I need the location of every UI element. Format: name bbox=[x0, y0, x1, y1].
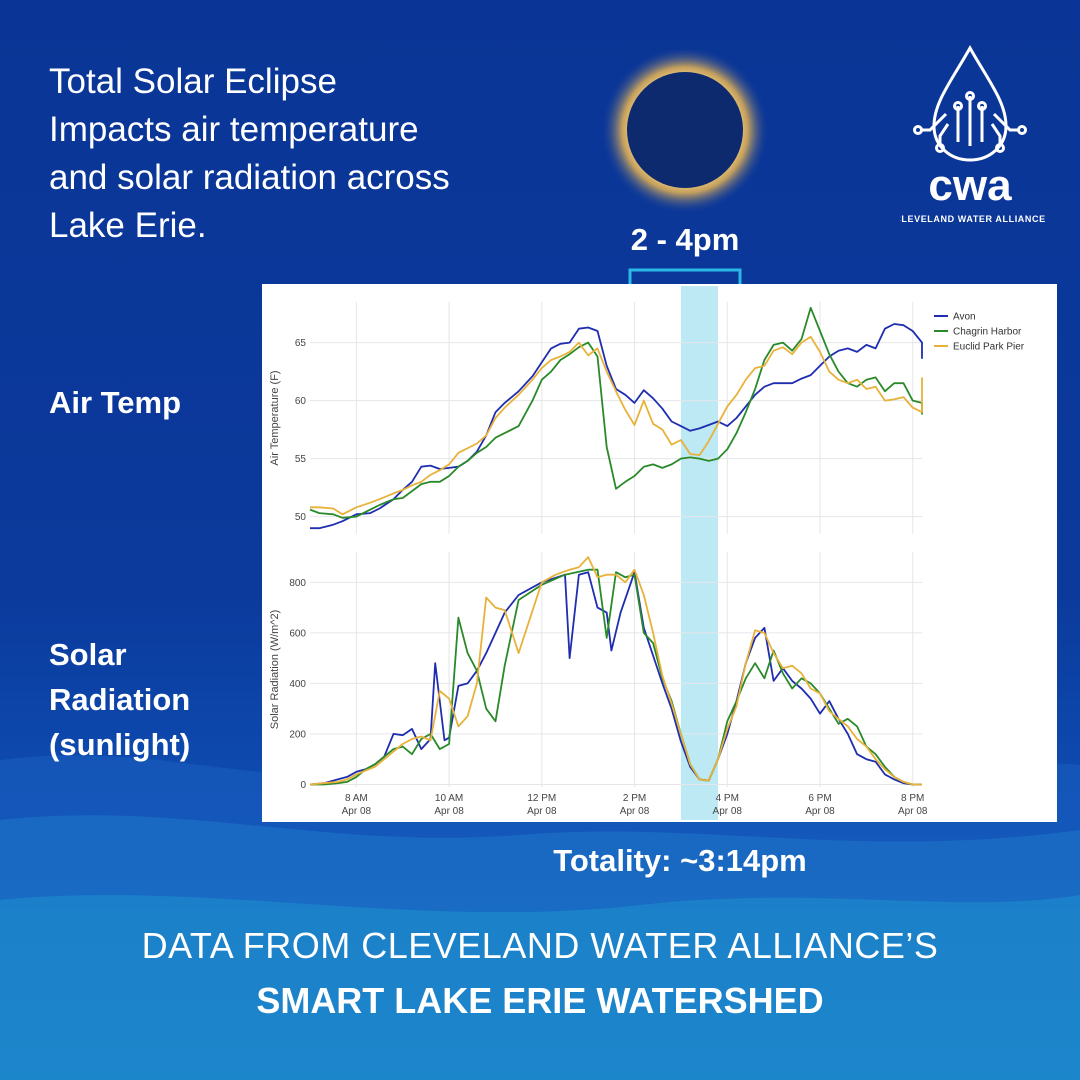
series-line-avon bbox=[310, 323, 923, 530]
x-tick-date: Apr 08 bbox=[342, 806, 372, 817]
cwa-logo: cwa CLEVELAND WATER ALLIANCE bbox=[900, 44, 1046, 224]
eclipse-icon bbox=[601, 50, 769, 214]
x-tick-label: 8 AM bbox=[345, 793, 368, 804]
y-axis-label: Air Temperature (F) bbox=[269, 370, 281, 465]
x-tick-date: Apr 08 bbox=[434, 806, 464, 817]
air-temp-label: Air Temp bbox=[49, 385, 182, 420]
series-line-chagrin-harbor bbox=[309, 306, 923, 519]
headline-line-3: and solar radiation across bbox=[49, 158, 450, 197]
chart-panel: 50 55 60 65 Air Temperature (F) 8 AM Apr 08 10 … bbox=[262, 284, 1057, 822]
series-line-euclid-park-pier bbox=[310, 335, 923, 516]
series-line-euclid-park-pier bbox=[309, 556, 922, 786]
series-line-chagrin-harbor bbox=[310, 568, 922, 786]
x-tick-date: Apr 08 bbox=[527, 806, 557, 817]
logo-tagline: CLEVELAND WATER ALLIANCE bbox=[900, 214, 1046, 224]
headline-line-2: Impacts air temperature bbox=[49, 110, 419, 149]
y-tick-label: 60 bbox=[295, 396, 307, 407]
legend-entry: Euclid Park Pier bbox=[953, 342, 1025, 353]
time-range-bracket bbox=[628, 268, 742, 296]
y-tick-label: 65 bbox=[295, 338, 307, 349]
chart-svg: 50 55 60 65 Air Temperature (F) 8 AM Apr 08 10 … bbox=[269, 286, 1025, 820]
time-range-label: 2 - 4pm bbox=[630, 222, 740, 257]
y-axis-label: Solar Radiation (W/m^2) bbox=[269, 610, 281, 729]
headline: Total Solar Eclipse Impacts air temperat… bbox=[49, 58, 519, 250]
x-tick-label: 4 PM bbox=[716, 793, 739, 804]
series-line-avon bbox=[309, 571, 922, 786]
headline-line-4: Lake Erie. bbox=[49, 206, 207, 245]
x-tick-date: Apr 08 bbox=[898, 806, 928, 817]
y-tick-label: 0 bbox=[300, 780, 306, 791]
legend-entry: Avon bbox=[953, 312, 976, 323]
x-tick-label: 2 PM bbox=[623, 793, 646, 804]
x-tick-date: Apr 08 bbox=[620, 806, 650, 817]
x-tick-label: 10 AM bbox=[435, 793, 463, 804]
y-tick-label: 200 bbox=[289, 729, 306, 740]
footer-line-2: SMART LAKE ERIE WATERSHED bbox=[256, 980, 824, 1021]
footer-line-1: DATA FROM CLEVELAND WATER ALLIANCE’S bbox=[141, 925, 939, 966]
y-tick-label: 600 bbox=[289, 628, 306, 639]
legend-entry: Chagrin Harbor bbox=[953, 327, 1022, 338]
x-tick-date: Apr 08 bbox=[805, 806, 835, 817]
y-tick-label: 800 bbox=[289, 578, 306, 589]
solar-label-line-1: Solar bbox=[49, 637, 127, 672]
water-drop-icon bbox=[913, 44, 1027, 162]
logo-wordmark: cwa bbox=[928, 161, 1012, 210]
y-tick-label: 55 bbox=[295, 454, 307, 465]
solar-label-line-3: (sunlight) bbox=[49, 727, 191, 762]
headline-line-1: Total Solar Eclipse bbox=[49, 62, 337, 101]
x-tick-label: 8 PM bbox=[901, 793, 924, 804]
y-tick-label: 400 bbox=[289, 679, 306, 690]
solar-label-line-2: Radiation bbox=[49, 682, 191, 717]
y-tick-label: 50 bbox=[295, 512, 307, 523]
totality-label: Totality: ~3:14pm bbox=[553, 843, 807, 878]
x-tick-label: 12 PM bbox=[527, 793, 556, 804]
totality-highlight-band bbox=[680, 286, 718, 820]
x-tick-label: 6 PM bbox=[808, 793, 831, 804]
x-tick-date: Apr 08 bbox=[713, 806, 743, 817]
